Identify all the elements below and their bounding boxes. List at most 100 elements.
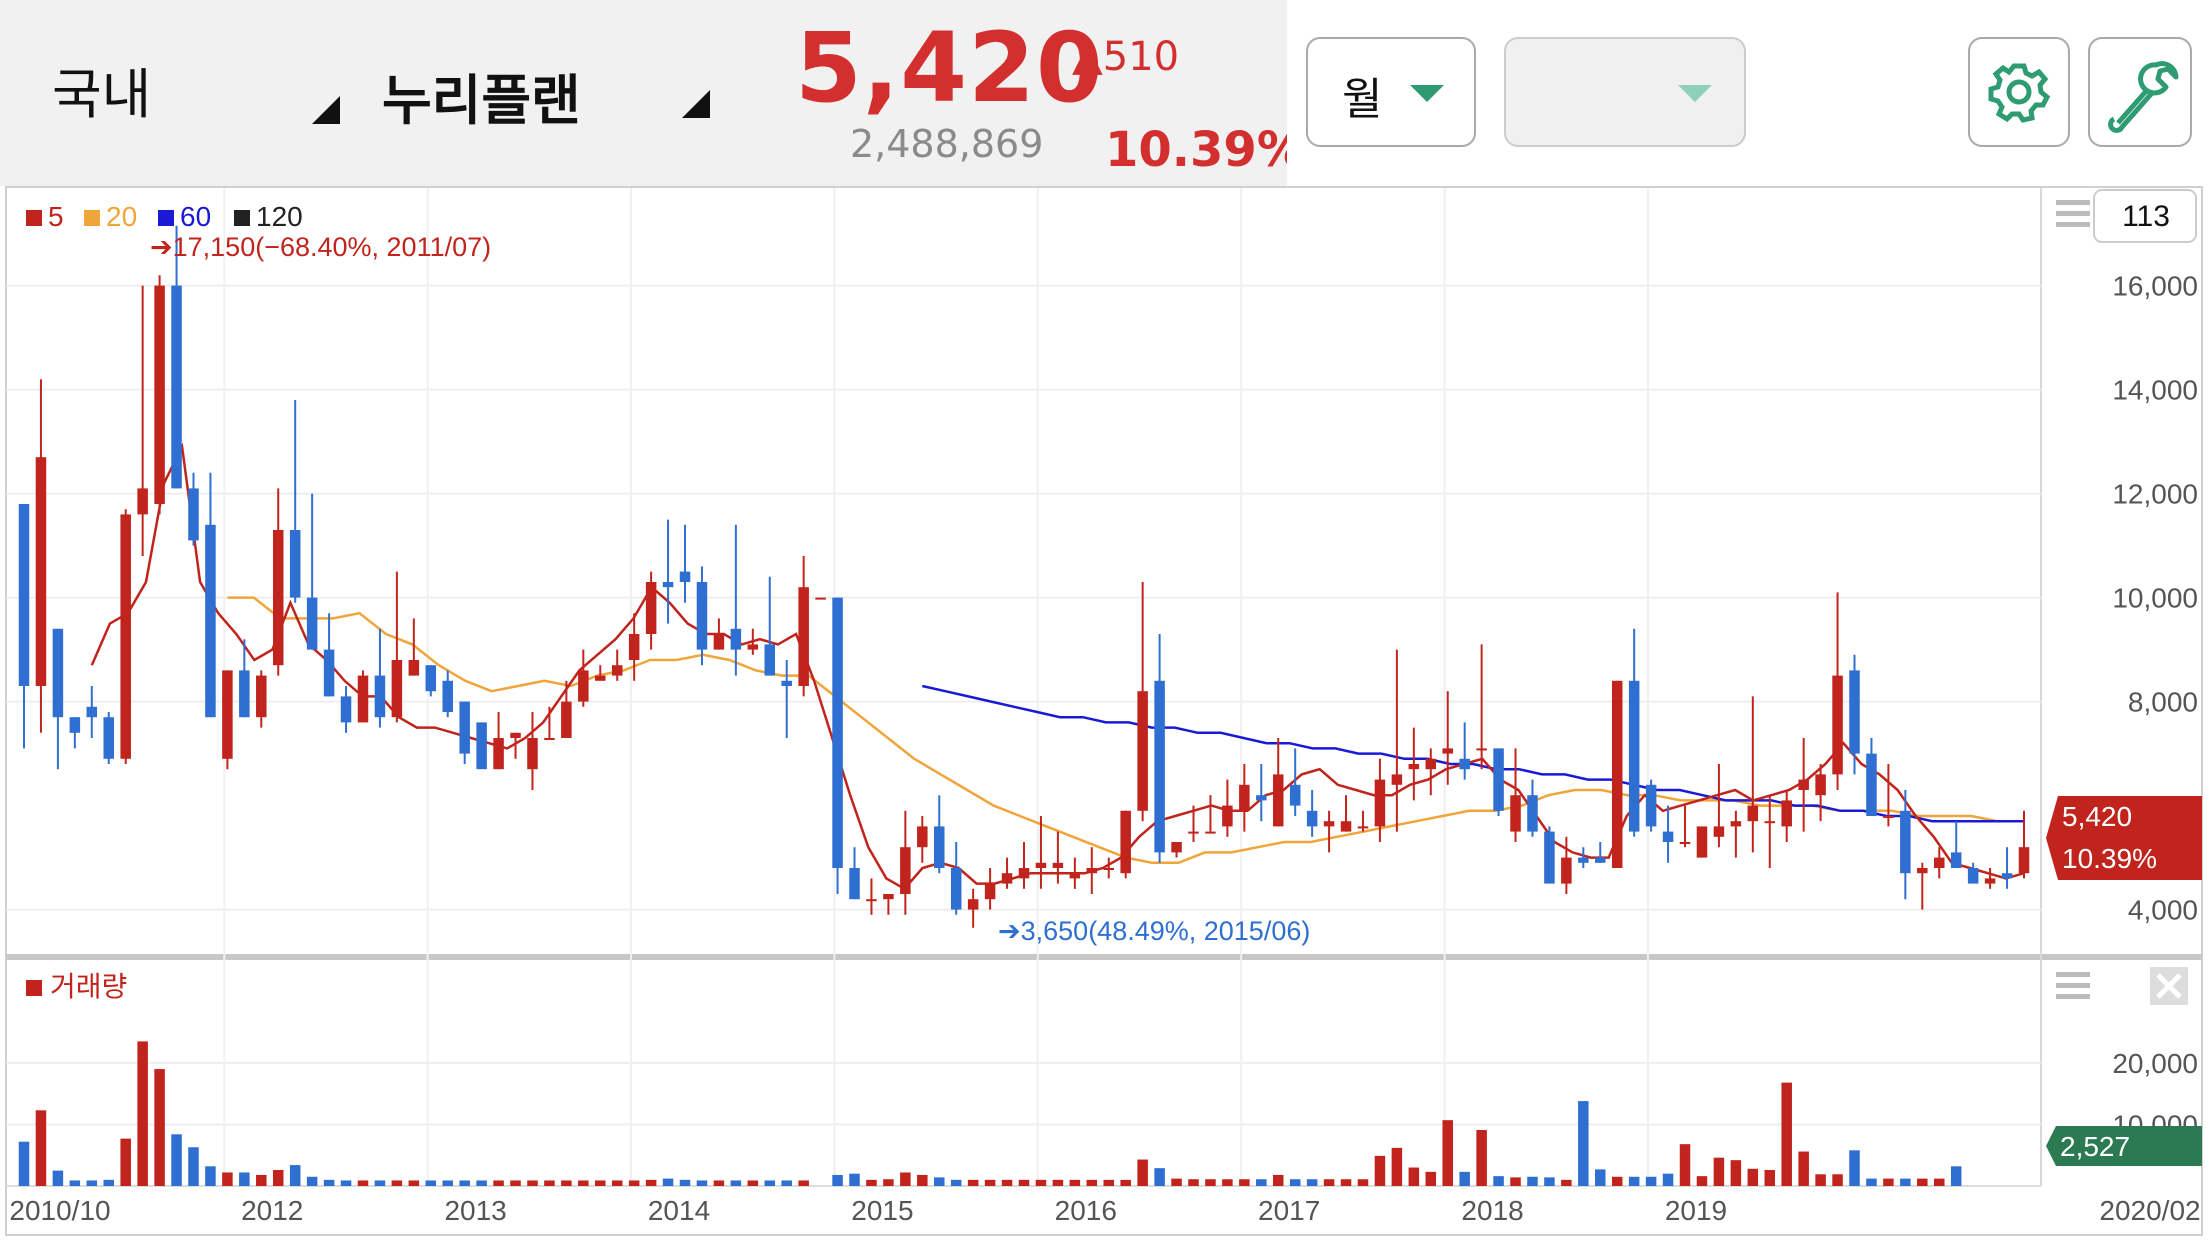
volume-bar [1611, 1176, 1623, 1186]
volume-bar [1374, 1155, 1386, 1186]
stock-name[interactable]: 누리플랜 [382, 69, 581, 132]
trade-volume: 2,488,869 [850, 122, 1044, 166]
settings-button[interactable] [1968, 37, 2070, 147]
period-label: 월 [1342, 74, 1383, 125]
candle-body [1086, 868, 1098, 874]
volume-bar [137, 1041, 148, 1186]
volume-bar [967, 1179, 979, 1186]
candle-body [1340, 821, 1352, 832]
candle-body [1357, 826, 1369, 829]
candle-body [323, 649, 335, 697]
candle-body [1001, 873, 1013, 884]
candle-body [1645, 784, 1657, 827]
stock-dropdown-icon[interactable] [682, 90, 710, 118]
volume-bar [1425, 1171, 1437, 1186]
volume-bar [781, 1180, 792, 1186]
candle-body [1239, 784, 1250, 811]
volume-bar [578, 1180, 589, 1186]
candle-body [849, 868, 860, 900]
market-dropdown-icon[interactable] [312, 96, 340, 124]
volume-bar [1628, 1176, 1640, 1186]
volume-bar [561, 1180, 572, 1186]
volume-bar [1120, 1179, 1131, 1186]
candle-body [1900, 810, 1911, 874]
volume-bar [408, 1180, 420, 1186]
candle-body [1578, 857, 1589, 863]
price-panel-menu-icon[interactable] [2056, 200, 2090, 227]
volume-bar [374, 1180, 386, 1186]
volume-bar [950, 1179, 962, 1186]
volume-bar [1408, 1167, 1420, 1186]
candle-body [1272, 774, 1284, 827]
candle-body [18, 504, 30, 686]
candle-body [1069, 873, 1081, 879]
x-tick-label: 2018 [1461, 1195, 1523, 1226]
volume-bar [205, 1166, 216, 1186]
volume-bar [1764, 1170, 1776, 1186]
volume-bar [645, 1179, 657, 1186]
candle-body [86, 706, 98, 718]
candle-body [1696, 826, 1708, 858]
candle-body [1611, 680, 1623, 868]
stock-chart[interactable]: 16,000 14,000 12,000 10,000 8,000 4,000 20,000… [0, 186, 2208, 1242]
volume-bar [1256, 1179, 1267, 1186]
indicator-dropdown[interactable] [1504, 37, 1746, 147]
x-tick-label: 2010/10 [9, 1195, 110, 1226]
volume-bar [1747, 1168, 1759, 1186]
price-tick-label: 10,000 [2112, 583, 2198, 614]
volume-bar [832, 1174, 843, 1186]
candle-body [1103, 868, 1114, 870]
candle-body [239, 670, 250, 718]
volume-bar [1188, 1179, 1199, 1186]
x-tick-label: 2015 [851, 1195, 913, 1226]
candle-body [1544, 831, 1555, 884]
candle-body [510, 732, 521, 738]
volume-bar [917, 1174, 928, 1186]
bar-count-box[interactable] [2093, 189, 2197, 243]
volume-bar [493, 1180, 504, 1186]
volume-bar [120, 1138, 131, 1186]
volume-bar [1205, 1179, 1216, 1186]
candle-body [866, 899, 877, 902]
candle-body [1171, 842, 1182, 853]
volume-bar [1798, 1151, 1809, 1186]
volume-bar [849, 1173, 860, 1186]
volume-bar [1849, 1150, 1860, 1186]
candle-body [222, 670, 233, 759]
candle-body [1967, 868, 1979, 884]
candle-body [781, 680, 792, 686]
close-icon[interactable] [2150, 967, 2188, 1005]
volume-bar [798, 1180, 809, 1186]
volume-bar [1561, 1179, 1572, 1186]
volume-bar [476, 1180, 487, 1186]
volume-bar [1713, 1157, 1725, 1186]
x-tick-label: 2016 [1055, 1195, 1117, 1226]
volume-bar [1544, 1177, 1555, 1186]
candle-body [1934, 857, 1945, 868]
last-volume-label: 2,527 [2060, 1131, 2130, 1162]
volume-bar [1696, 1176, 1708, 1186]
candle-body [611, 665, 623, 676]
legend-swatch-ma20 [84, 210, 100, 226]
candle-body [934, 826, 945, 868]
volume-bar [510, 1180, 521, 1186]
candle-body [1595, 857, 1606, 863]
candle-body [900, 847, 911, 894]
candle-body [1188, 831, 1199, 834]
candle-body [306, 597, 318, 650]
volume-bar [747, 1180, 759, 1186]
volume-bar [1832, 1174, 1843, 1186]
candle-body [1374, 779, 1386, 827]
volume-bar [1815, 1174, 1826, 1186]
volume-panel-menu-icon[interactable] [2056, 972, 2090, 999]
tools-button[interactable] [2088, 37, 2192, 147]
volume-bar [1340, 1179, 1352, 1186]
volume-bar [1662, 1173, 1674, 1186]
market-selector[interactable]: 국내 [52, 63, 152, 126]
candle-body [578, 670, 589, 702]
volume-bar [1086, 1179, 1098, 1186]
volume-bar [1578, 1101, 1589, 1186]
legend-ma5: 5 [48, 201, 64, 232]
candle-body [1798, 779, 1809, 790]
period-dropdown[interactable]: 월 [1306, 37, 1476, 147]
